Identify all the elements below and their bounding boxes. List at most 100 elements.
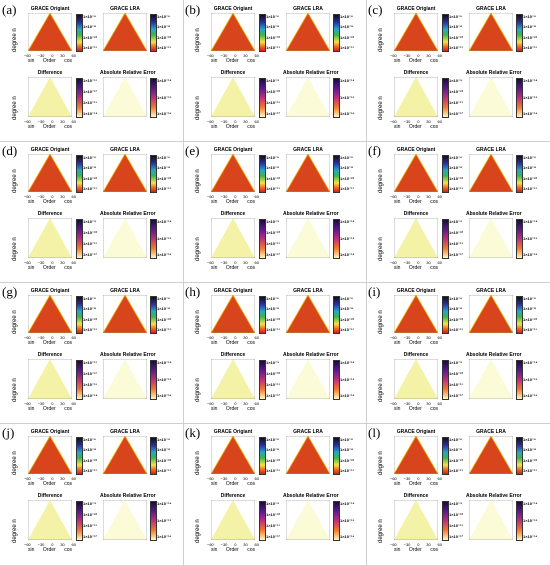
orig-x-ticks: −60 −30 0 30 60 bbox=[390, 194, 442, 199]
diff-colorbar-tick: 1×10⁻⁹ bbox=[266, 78, 280, 83]
orig-colorbar-tick: 1×10⁻⁶ bbox=[266, 437, 279, 442]
err-title: Absolute Relative Error bbox=[466, 211, 522, 217]
err-colorbar-tick: 1×10⁻¹⁶ bbox=[523, 534, 538, 539]
orig-x-words: sin Order cos bbox=[394, 58, 438, 64]
diff-triangle-map bbox=[394, 500, 438, 540]
diff-x-word: Order bbox=[408, 265, 422, 271]
ylabel-bottom: degree n bbox=[12, 378, 18, 402]
diff-colorbar-tick: 1×10⁻¹³ bbox=[83, 382, 97, 387]
lra-title: GRACE LRA bbox=[110, 429, 140, 435]
diff-x-tick: −60 bbox=[24, 119, 31, 124]
diff-x-word: cos bbox=[247, 547, 255, 553]
lra-colorbar bbox=[516, 155, 523, 193]
diff-x-words: sin Order cos bbox=[211, 265, 255, 271]
lra-colorbar-tick: 1×10⁻⁸ bbox=[157, 447, 171, 453]
lra-colorbar-tick: 1×10⁻¹¹ bbox=[523, 45, 537, 50]
diff-triangle-map bbox=[28, 500, 72, 540]
ylabel-bottom: degree n bbox=[378, 519, 384, 543]
diff-triangle-map bbox=[211, 218, 255, 258]
orig-triangle-map bbox=[394, 13, 438, 51]
diff-x-tick: −60 bbox=[390, 260, 397, 265]
diff-x-word: cos bbox=[247, 406, 255, 412]
err-colorbar-tick: 1×10⁻¹⁴ bbox=[340, 360, 355, 365]
orig-x-tick: −30 bbox=[403, 194, 411, 199]
orig-triangle-map bbox=[28, 13, 72, 51]
diff-x-word: sin bbox=[211, 547, 218, 553]
orig-x-tick: 30 bbox=[243, 476, 248, 481]
orig-colorbar-tick: 1×10⁻⁸ bbox=[266, 306, 280, 312]
ylabel-bottom: degree n bbox=[12, 237, 18, 261]
lra-triangle-map bbox=[286, 436, 330, 474]
panel-label: (i) bbox=[368, 284, 381, 299]
err-title: Absolute Relative Error bbox=[100, 352, 156, 358]
lra-colorbar-tick: 1×10⁻¹⁰ bbox=[523, 316, 538, 322]
diff-colorbar bbox=[76, 219, 83, 259]
lra-title: GRACE LRA bbox=[293, 6, 323, 12]
orig-x-tick: −60 bbox=[390, 335, 397, 340]
err-colorbar-tick: 1×10⁻¹⁵ bbox=[157, 235, 172, 241]
lra-colorbar-tick: 1×10⁻⁶ bbox=[523, 155, 536, 160]
ylabel-top: degree n bbox=[195, 169, 201, 193]
diff-x-ticks: −60 −30 0 30 60 bbox=[24, 119, 76, 124]
orig-colorbar-tick: 1×10⁻⁶ bbox=[449, 14, 462, 19]
diff-colorbar bbox=[259, 78, 266, 118]
lra-triangle-shape bbox=[103, 13, 147, 51]
diff-x-tick: −30 bbox=[37, 119, 45, 124]
panel-cell: (h) degree n degree n GRACE Origiant GRACE L… bbox=[183, 282, 366, 423]
orig-x-word: sin bbox=[394, 340, 401, 346]
diff-x-words: sin Order cos bbox=[28, 265, 72, 271]
diff-colorbar-tick: 1×10⁻⁹ bbox=[449, 360, 463, 365]
lra-colorbar-tick: 1×10⁻⁶ bbox=[340, 437, 353, 442]
diff-triangle-shape bbox=[28, 218, 72, 258]
lra-title: GRACE LRA bbox=[293, 147, 323, 153]
panel-cell: (j) degree n degree n GRACE Origiant GRACE L… bbox=[0, 423, 183, 564]
diff-x-tick: 30 bbox=[60, 401, 65, 406]
diff-colorbar-tick: 1×10⁻⁹ bbox=[83, 501, 97, 506]
orig-x-words: sin Order cos bbox=[28, 340, 72, 346]
diff-x-word: Order bbox=[225, 406, 239, 412]
diff-colorbar-tick: 1×10⁻¹¹ bbox=[449, 523, 463, 528]
diff-x-tick: 30 bbox=[426, 119, 431, 124]
orig-colorbar bbox=[76, 155, 83, 193]
orig-title: GRACE Origiant bbox=[213, 6, 253, 12]
orig-x-tick: −60 bbox=[24, 476, 31, 481]
orig-x-word: cos bbox=[430, 199, 438, 205]
diff-colorbar-tick: 1×10⁻¹¹ bbox=[266, 100, 280, 105]
diff-colorbar-tick: 1×10⁻¹¹ bbox=[83, 241, 97, 246]
orig-x-words: sin Order cos bbox=[28, 481, 72, 487]
grid-separator-horizontal bbox=[0, 141, 550, 142]
diff-x-tick: −30 bbox=[37, 401, 45, 406]
orig-x-word: cos bbox=[64, 58, 72, 64]
diff-colorbar-tick: 1×10⁻¹¹ bbox=[266, 241, 280, 246]
diff-colorbar-tick: 1×10⁻⁹ bbox=[266, 219, 280, 224]
orig-x-words: sin Order cos bbox=[211, 340, 255, 346]
diff-colorbar-tick: 1×10⁻¹² bbox=[449, 252, 463, 257]
diff-x-tick: −30 bbox=[37, 542, 45, 547]
ylabel-bottom: degree n bbox=[378, 237, 384, 261]
diff-x-tick: −60 bbox=[207, 401, 214, 406]
diff-colorbar-tick: 1×10⁻⁹ bbox=[449, 219, 463, 224]
diff-x-ticks: −60 −30 0 30 60 bbox=[24, 401, 76, 406]
orig-x-tick: 0 bbox=[417, 194, 420, 199]
orig-x-tick: 30 bbox=[60, 53, 65, 58]
diff-title: Difference bbox=[220, 211, 246, 217]
orig-colorbar-tick: 1×10⁻⁶ bbox=[449, 296, 462, 301]
diff-colorbar-tick: 1×10⁻¹⁰ bbox=[266, 230, 281, 235]
diff-colorbar-tick: 1×10⁻¹² bbox=[83, 252, 97, 257]
diff-x-tick: 30 bbox=[60, 119, 65, 124]
diff-colorbar-tick: 1×10⁻¹² bbox=[266, 252, 280, 257]
ylabel-bottom: degree n bbox=[195, 237, 201, 261]
orig-colorbar-tick: 1×10⁻¹⁰ bbox=[449, 316, 464, 322]
orig-title: GRACE Origiant bbox=[213, 288, 253, 294]
orig-colorbar-tick: 1×10⁻⁸ bbox=[83, 165, 97, 171]
lra-title: GRACE LRA bbox=[110, 6, 140, 12]
diff-x-words: sin Order cos bbox=[211, 547, 255, 553]
diff-x-tick: 30 bbox=[243, 542, 248, 547]
orig-colorbar-tick: 1×10⁻¹⁰ bbox=[83, 316, 98, 322]
orig-colorbar-tick: 1×10⁻⁶ bbox=[266, 14, 279, 19]
orig-x-ticks: −60 −30 0 30 60 bbox=[390, 476, 442, 481]
err-triangle-map bbox=[469, 359, 513, 399]
err-triangle-shape bbox=[103, 359, 147, 399]
lra-colorbar bbox=[150, 437, 157, 475]
diff-x-tick: 30 bbox=[426, 260, 431, 265]
